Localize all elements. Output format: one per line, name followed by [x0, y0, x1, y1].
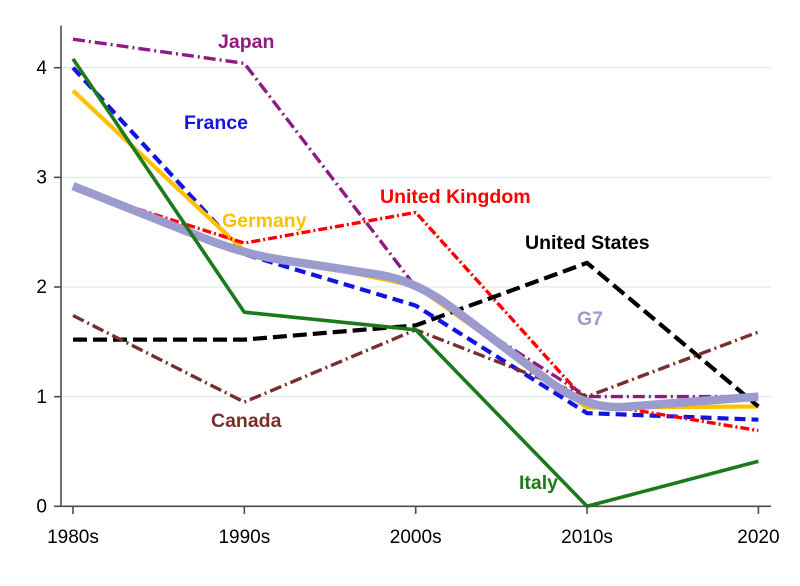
svg-text:United States: United States	[525, 232, 650, 254]
svg-text:0: 0	[36, 497, 47, 518]
svg-text:2000s: 2000s	[390, 527, 442, 548]
svg-text:1990s: 1990s	[218, 527, 270, 548]
svg-text:2: 2	[36, 277, 47, 298]
svg-text:Germany: Germany	[222, 210, 307, 232]
svg-text:4: 4	[36, 58, 47, 79]
svg-text:France: France	[184, 112, 248, 134]
svg-text:1980s: 1980s	[47, 527, 99, 548]
svg-text:United Kingdom: United Kingdom	[380, 186, 531, 208]
svg-text:2020: 2020	[737, 527, 779, 548]
svg-text:Italy: Italy	[519, 472, 558, 494]
svg-text:3: 3	[36, 168, 47, 189]
svg-text:1: 1	[36, 387, 47, 408]
svg-text:Japan: Japan	[218, 31, 274, 53]
svg-text:Canada: Canada	[211, 410, 282, 432]
svg-text:G7: G7	[577, 308, 603, 330]
svg-text:2010s: 2010s	[561, 527, 613, 548]
